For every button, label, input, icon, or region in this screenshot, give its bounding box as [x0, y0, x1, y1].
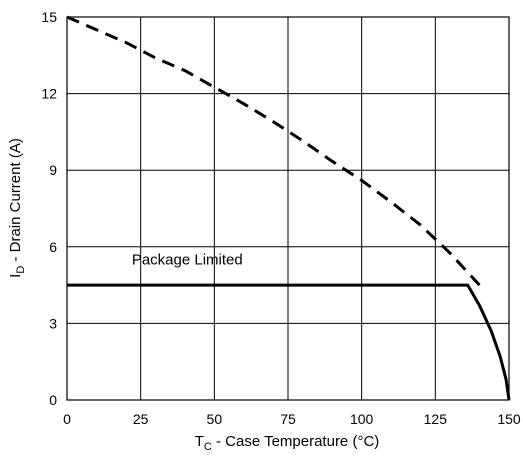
annotations: Package Limited: [132, 252, 243, 269]
plot-frame: [66, 16, 510, 401]
y-tick-label: 6: [49, 239, 57, 255]
dashed-series-line: [66, 15, 481, 287]
y-axis-label-sub: D: [15, 266, 27, 274]
y-axis-label: ID - Drain Current (A): [7, 138, 27, 278]
x-tick-label: 25: [133, 411, 149, 427]
solid-series-line: [67, 283, 511, 401]
x-tick-label: 50: [207, 411, 223, 427]
x-axis-label-sub: C: [204, 441, 212, 453]
x-axis-label-main: T: [195, 433, 204, 450]
y-axis-label-rest: - Drain Current (A): [7, 138, 24, 266]
x-tick-label: 0: [63, 411, 71, 427]
y-tick-label: 9: [49, 162, 57, 178]
x-tick-label: 150: [497, 411, 521, 427]
y-tick-labels: 0 3 6 9 12 15: [41, 9, 57, 408]
y-axis-label-main: I: [7, 274, 24, 278]
y-tick-label: 12: [41, 86, 57, 102]
y-tick-label: 0: [49, 392, 57, 408]
x-tick-label: 75: [280, 411, 296, 427]
x-tick-label: 125: [424, 411, 448, 427]
annotation-package-limited: Package Limited: [132, 252, 243, 269]
grid: [67, 17, 509, 400]
x-axis-label: TC - Case Temperature (°C): [195, 433, 380, 453]
x-tick-labels: 0 25 50 75 100 125 150: [63, 411, 521, 427]
y-tick-label: 15: [41, 9, 57, 25]
y-tick-label: 3: [49, 315, 57, 331]
x-tick-label: 100: [350, 411, 374, 427]
x-axis-label-rest: - Case Temperature (°C): [212, 433, 379, 450]
series-group: [66, 15, 511, 401]
